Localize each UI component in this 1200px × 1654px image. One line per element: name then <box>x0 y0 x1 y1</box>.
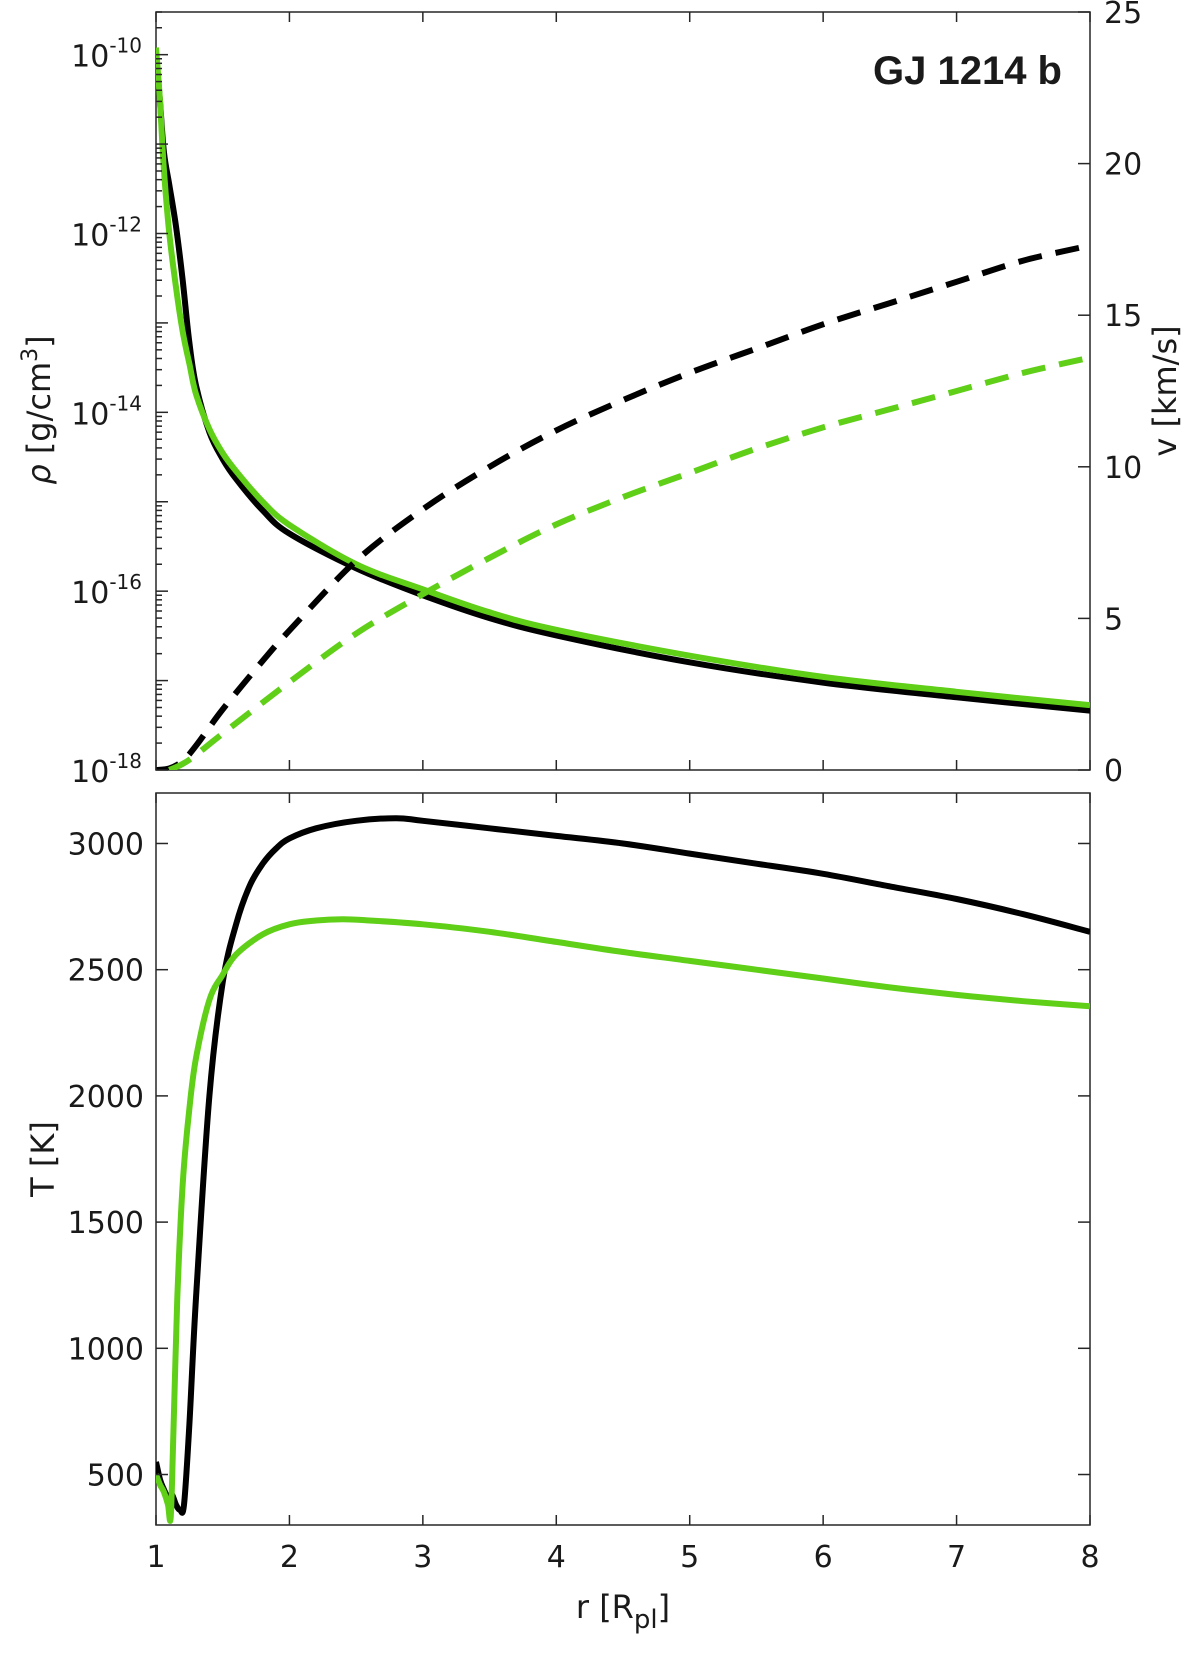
y-left-axis-title: ρ [g/cm3] <box>18 335 58 484</box>
y-right-axis-title: v [km/s] <box>1146 325 1184 456</box>
bottom-y-tick-label: 1500 <box>68 1206 144 1241</box>
y-right-tick-label: 10 <box>1104 451 1142 486</box>
bottom-plot-frame <box>155 792 1091 1526</box>
chart-title: GJ 1214 b <box>873 49 1062 93</box>
y-left-axis-unit-post: ] <box>20 335 58 347</box>
x-axis-title: r [Rpl] <box>576 1588 670 1635</box>
x-tick-label: 3 <box>413 1540 432 1575</box>
x-tick-label: 6 <box>814 1540 833 1575</box>
y-right-tick-label: 5 <box>1104 602 1123 637</box>
x-tick-label: 4 <box>547 1540 566 1575</box>
top-series-density-black <box>156 54 1090 714</box>
top-panel: 10-10 10-12 10-14 10-16 10-18 0 5 10 15 20 25 GJ 1… <box>18 0 1184 790</box>
top-series-density-green <box>156 47 1090 709</box>
y-left-tick-label: 10-14 <box>71 391 142 432</box>
x-tick-label: 1 <box>146 1540 165 1575</box>
y-left-tick-label: 10-12 <box>71 212 142 253</box>
x-axis-title-post: ] <box>658 1588 670 1626</box>
top-series-group <box>156 47 1090 770</box>
x-axis-title-pre: r [R <box>576 1588 634 1626</box>
x-tick-label: 5 <box>680 1540 699 1575</box>
y-left-axis-unit-sup: 3 <box>18 348 43 362</box>
bottom-series-temperature-black <box>156 815 1090 1516</box>
y-left-axis-unit-pre: [g/cm <box>20 362 58 465</box>
y-left-tick-label: 10-16 <box>71 570 142 611</box>
bottom-y-tick-label: 2500 <box>68 954 144 989</box>
y-right-tick-label: 15 <box>1104 299 1142 334</box>
bottom-series-temperature-green <box>156 916 1090 1524</box>
y-left-tick-label: 10-10 <box>71 34 142 75</box>
top-series-velocity-green <box>168 354 1090 770</box>
bottom-y-tick-label: 500 <box>87 1459 144 1494</box>
y-left-tick-label: 10-18 <box>71 749 142 790</box>
y-bottom-axis-title: T [K] <box>24 1121 62 1198</box>
top-ticks-group: 10-10 10-12 10-14 10-16 10-18 0 5 10 15 20 25 <box>71 0 1142 790</box>
bottom-panel: 1 2 3 4 5 6 7 8 500 1000 1500 2000 2500 3000 T [K] r … <box>24 792 1100 1635</box>
y-right-tick-label: 20 <box>1104 148 1142 183</box>
y-right-tick-label: 25 <box>1104 0 1142 31</box>
x-tick-label: 8 <box>1080 1540 1099 1575</box>
top-plot-frame <box>155 11 1091 771</box>
y-right-tick-label: 0 <box>1104 754 1123 789</box>
x-tick-label: 7 <box>947 1540 966 1575</box>
x-tick-label: 2 <box>280 1540 299 1575</box>
x-axis-title-sub: pl <box>634 1605 658 1635</box>
y-left-axis-symbol: ρ <box>20 464 58 484</box>
top-series-velocity-black <box>156 242 1090 770</box>
bottom-series-group <box>156 815 1090 1524</box>
bottom-ticks-group: 1 2 3 4 5 6 7 8 500 1000 1500 2000 2500 3000 <box>68 793 1100 1575</box>
bottom-y-tick-label: 2000 <box>68 1080 144 1115</box>
bottom-y-tick-label: 1000 <box>68 1332 144 1367</box>
bottom-y-tick-label: 3000 <box>68 827 144 862</box>
